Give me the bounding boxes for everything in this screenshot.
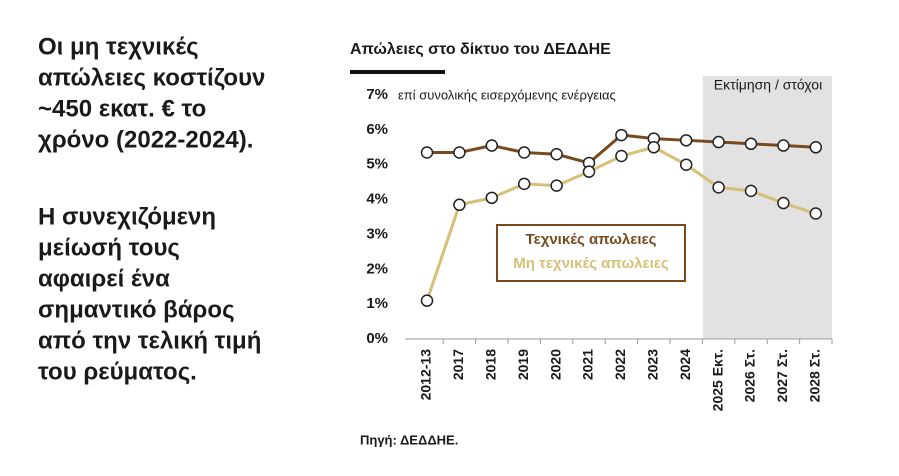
slide-text-line: ~450 εκατ. € το — [38, 95, 206, 122]
slide-text-line: Η συνεχιζόμενη — [38, 203, 216, 230]
data-point — [582, 165, 596, 178]
data-point — [550, 179, 563, 192]
title-underline — [350, 70, 445, 74]
x-tick-label: 2026 Στ. — [742, 349, 758, 402]
data-point — [777, 196, 790, 210]
slide-text-line: μείωσή τους — [38, 234, 180, 261]
source: Πηγή: ΔΕΔΔΗΕ. — [360, 432, 458, 447]
x-tick-label: 2028 Στ. — [807, 349, 823, 402]
x-tick-label: 2019 — [515, 349, 531, 380]
data-point — [679, 134, 693, 147]
legend-label: Μη τεχνικές απωλειες — [513, 255, 669, 272]
data-point — [809, 141, 823, 154]
data-point — [485, 139, 499, 152]
data-point — [420, 146, 434, 159]
data-point — [550, 148, 563, 161]
y-tick-label: 4% — [366, 191, 388, 208]
slide-text-line: του ρεύματος. — [38, 358, 197, 385]
data-point — [777, 139, 790, 152]
data-point — [679, 158, 693, 171]
x-tick-label: 2018 — [483, 349, 499, 380]
data-point — [453, 146, 466, 159]
y-tick-label: 5% — [366, 156, 388, 173]
forecast-shade — [703, 76, 832, 339]
slide-text-line: χρόνο (2022-2024). — [38, 126, 253, 153]
legend-box — [496, 224, 686, 282]
x-tick-label: 2025 Εκτ. — [709, 349, 725, 411]
chart-subtitle: επί συνολικής εισερχόμενης ενέργειας — [398, 87, 616, 102]
data-point — [453, 198, 466, 212]
y-tick-label: 7% — [366, 86, 388, 103]
x-tick-label: 2017 — [450, 349, 466, 380]
y-tick-label: 3% — [366, 225, 388, 242]
y-tick-label: 1% — [366, 295, 388, 312]
data-point — [615, 128, 628, 142]
x-tick-label: 2027 Στ. — [774, 349, 790, 402]
data-point — [809, 207, 823, 220]
data-point — [420, 294, 434, 307]
slide-text-line: αφαιρεί ένα — [38, 265, 170, 292]
data-point — [712, 181, 725, 194]
data-point — [744, 184, 758, 198]
data-point — [744, 137, 758, 151]
data-point — [712, 135, 725, 149]
y-tick-label: 0% — [366, 330, 388, 347]
data-point — [517, 146, 531, 159]
x-tick-label: 2024 — [677, 349, 693, 380]
x-tick-label: 2023 — [645, 349, 661, 380]
y-tick-label: 6% — [366, 121, 388, 138]
slide-text-line: από την τελική τιμή — [38, 327, 261, 354]
x-tick-label: 2020 — [547, 349, 563, 380]
x-tick-label: 2021 — [580, 349, 596, 380]
y-tick-label: 2% — [366, 260, 388, 277]
x-tick-label: 2012-13 — [418, 349, 434, 401]
slide-text-line: Οι μη τεχνικές — [38, 33, 199, 60]
slide-text-line: απώλειες κοστίζουν — [38, 64, 265, 91]
data-point — [517, 177, 531, 191]
slide-text-line: σημαντικό βάρος — [38, 296, 235, 323]
legend-label: Τεχνικές απωλειες — [526, 231, 657, 248]
chart-title: Απώλειες στο δίκτυο του ΔΕΔΔΗΕ — [350, 41, 611, 58]
x-tick-label: 2022 — [612, 349, 628, 380]
data-point — [647, 141, 661, 154]
data-point — [615, 149, 628, 163]
data-point — [485, 191, 499, 205]
shade-label: Εκτίμηση / στόχοι — [714, 77, 822, 93]
